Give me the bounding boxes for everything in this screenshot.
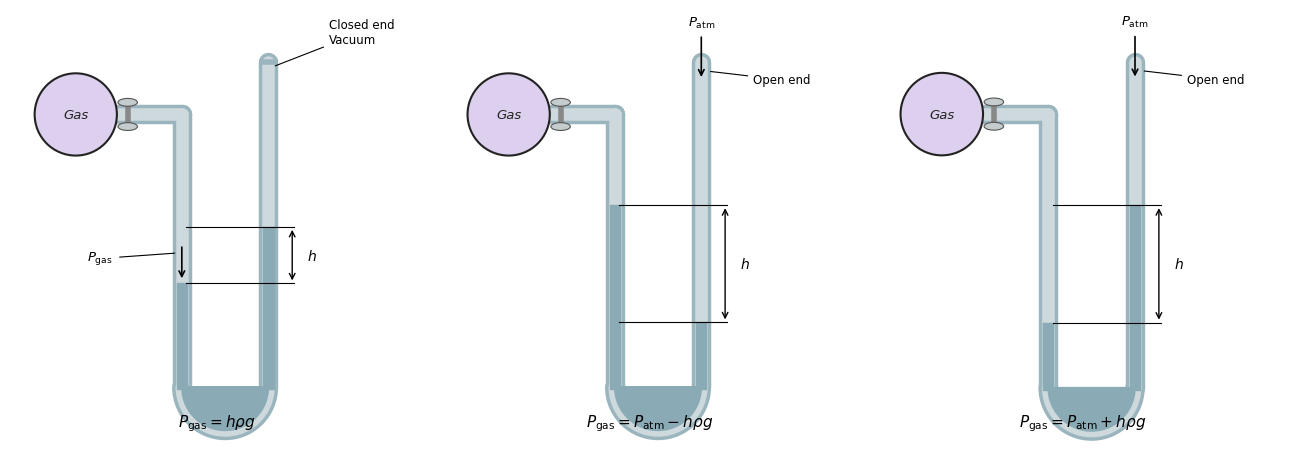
Text: $P_{\mathrm{gas}} = h\rho g$: $P_{\mathrm{gas}} = h\rho g$	[178, 412, 255, 433]
Text: $h$: $h$	[307, 248, 317, 263]
Ellipse shape	[984, 123, 1004, 131]
Polygon shape	[615, 387, 701, 430]
Text: $P_{\mathrm{gas}}$: $P_{\mathrm{gas}}$	[87, 249, 113, 266]
Circle shape	[35, 74, 117, 156]
Ellipse shape	[118, 123, 138, 131]
Text: Gas: Gas	[930, 108, 954, 121]
Text: $h$: $h$	[1174, 257, 1184, 272]
Polygon shape	[1048, 388, 1135, 431]
Text: Closed end
Vacuum: Closed end Vacuum	[276, 19, 395, 67]
Text: $P_{\mathrm{gas}} = P_{\mathrm{atm}} - h\rho g$: $P_{\mathrm{gas}} = P_{\mathrm{atm}} - h…	[586, 412, 712, 433]
Text: $P_{\mathrm{atm}}$: $P_{\mathrm{atm}}$	[688, 16, 715, 31]
Ellipse shape	[551, 123, 571, 131]
Text: Gas: Gas	[64, 109, 88, 121]
Text: $h$: $h$	[740, 257, 750, 272]
Ellipse shape	[118, 99, 138, 107]
Circle shape	[468, 74, 550, 156]
Text: $P_{\mathrm{gas}} = P_{\mathrm{atm}} + h\rho g$: $P_{\mathrm{gas}} = P_{\mathrm{atm}} + h…	[1019, 413, 1147, 433]
Text: Open end: Open end	[711, 72, 811, 87]
Ellipse shape	[551, 99, 571, 107]
Circle shape	[901, 74, 983, 156]
Ellipse shape	[984, 99, 1004, 106]
Text: Gas: Gas	[497, 109, 521, 121]
Polygon shape	[182, 387, 268, 430]
Text: Open end: Open end	[1144, 72, 1244, 87]
Text: $P_{\mathrm{atm}}$: $P_{\mathrm{atm}}$	[1121, 15, 1149, 30]
